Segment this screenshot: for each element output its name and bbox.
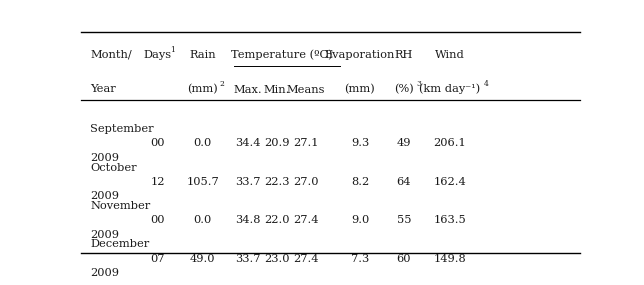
Text: 27.4: 27.4 [294,254,319,264]
Text: 34.4: 34.4 [235,139,260,148]
Text: 49: 49 [397,139,411,148]
Text: 2: 2 [220,80,225,88]
Text: 20.9: 20.9 [264,139,289,148]
Text: 149.8: 149.8 [433,254,466,264]
Text: 2009: 2009 [90,191,120,201]
Text: 105.7: 105.7 [186,177,219,187]
Text: (%): (%) [394,84,414,94]
Text: December: December [90,239,150,249]
Text: (mm): (mm) [345,84,375,94]
Text: 3: 3 [417,80,421,88]
Text: 7.3: 7.3 [351,254,369,264]
Text: 49.0: 49.0 [190,254,216,264]
Text: Evaporation: Evaporation [325,50,395,60]
Text: 22.3: 22.3 [264,177,289,187]
Text: 00: 00 [151,215,165,225]
Text: RH: RH [395,50,413,60]
Text: 22.0: 22.0 [264,215,289,225]
Text: (mm): (mm) [187,84,218,94]
Text: October: October [90,162,137,173]
Text: 27.4: 27.4 [294,215,319,225]
Text: Days: Days [144,50,172,60]
Text: 8.2: 8.2 [351,177,369,187]
Text: 55: 55 [397,215,411,225]
Text: 64: 64 [397,177,411,187]
Text: November: November [90,201,151,211]
Text: 12: 12 [151,177,165,187]
Text: 0.0: 0.0 [194,215,212,225]
Text: 07: 07 [151,254,165,264]
Text: September: September [90,124,154,134]
Text: 2009: 2009 [90,268,120,278]
Text: 27.0: 27.0 [294,177,319,187]
Text: 162.4: 162.4 [433,177,466,187]
Text: 33.7: 33.7 [235,254,260,264]
Text: Min.: Min. [263,85,290,95]
Text: Means: Means [287,85,325,95]
Text: 9.0: 9.0 [351,215,369,225]
Text: Temperature (ºC): Temperature (ºC) [231,50,333,60]
Text: 163.5: 163.5 [433,215,466,225]
Text: 33.7: 33.7 [235,177,260,187]
Text: Month/: Month/ [90,50,132,60]
Text: 60: 60 [397,254,411,264]
Text: 27.1: 27.1 [294,139,319,148]
Text: 23.0: 23.0 [264,254,289,264]
Text: 1: 1 [170,46,175,54]
Text: Year: Year [90,84,116,93]
Text: 206.1: 206.1 [433,139,466,148]
Text: 4: 4 [484,80,489,88]
Text: Rain: Rain [189,50,216,60]
Text: Max.: Max. [233,85,262,95]
Text: 0.0: 0.0 [194,139,212,148]
Text: (km day⁻¹): (km day⁻¹) [419,84,480,94]
Text: 2009: 2009 [90,229,120,239]
Text: Wind: Wind [435,50,465,60]
Text: 2009: 2009 [90,153,120,163]
Text: 00: 00 [151,139,165,148]
Text: 9.3: 9.3 [351,139,369,148]
Text: 34.8: 34.8 [235,215,260,225]
